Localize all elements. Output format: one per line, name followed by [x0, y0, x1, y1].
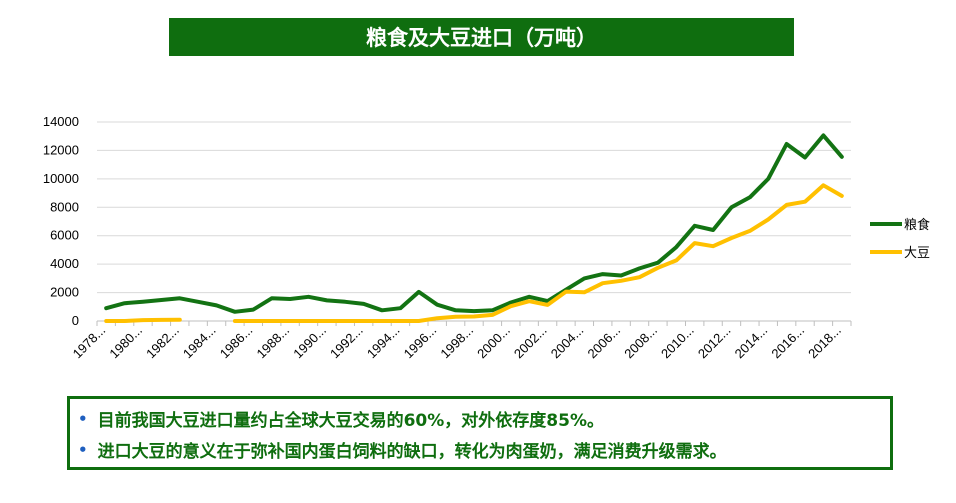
y-tick-label: 0	[72, 313, 79, 328]
series-line-粮食	[104, 133, 844, 314]
x-tick-label: 2016...	[768, 323, 807, 362]
x-tick-label: 1994...	[364, 323, 403, 362]
x-tick-label: 1984...	[180, 323, 219, 362]
y-tick-label: 4000	[50, 256, 79, 271]
x-tick-label: 1986...	[217, 323, 256, 362]
x-tick-label: 1992...	[327, 323, 366, 362]
y-tick-label: 12000	[43, 142, 79, 157]
bullet-icon: •	[78, 440, 88, 459]
y-tick-label: 6000	[50, 228, 79, 243]
x-tick-label: 1978...	[70, 323, 109, 362]
x-tick-label: 2000...	[474, 323, 513, 362]
x-tick-label: 2012...	[695, 323, 734, 362]
y-tick-label: 10000	[43, 171, 79, 186]
x-tick-label: 1982...	[143, 323, 182, 362]
series-line-大豆	[104, 183, 844, 323]
x-tick-label: 2006...	[585, 323, 624, 362]
note-text: 进口大豆的意义在于弥补国内蛋白饲料的缺口，转化为肉蛋奶，满足消费升级需求。	[97, 442, 727, 462]
x-tick-label: 1998...	[437, 323, 476, 362]
x-tick-label: 2014...	[732, 323, 771, 362]
x-tick-label: 2010...	[658, 323, 697, 362]
x-tick-label: 1996...	[401, 323, 440, 362]
y-tick-label: 8000	[50, 199, 79, 214]
legend-label: 粮食	[904, 217, 930, 233]
x-tick-label: 1980...	[106, 323, 145, 362]
x-tick-label: 1990...	[290, 323, 329, 362]
note-item: • 进口大豆的意义在于弥补国内蛋白饲料的缺口，转化为肉蛋奶，满足消费升级需求。	[78, 434, 882, 465]
import-line-chart: 0 2000 4000 6000 8000 10000 12000 14000 1978...…	[43, 114, 930, 362]
y-tick-label: 14000	[43, 114, 79, 129]
x-tick-label: 2002...	[511, 323, 550, 362]
y-tick-label: 2000	[50, 285, 79, 300]
x-tick-label: 1988...	[253, 323, 292, 362]
note-item: • 目前我国大豆进口量约占全球大豆交易的60%，对外依存度85%。	[78, 403, 882, 434]
legend-label: 大豆	[904, 246, 930, 261]
x-tick-label: 2004...	[548, 323, 587, 362]
x-tick-label: 2018...	[805, 323, 844, 362]
x-tick-label: 2008...	[621, 323, 660, 362]
note-text: 目前我国大豆进口量约占全球大豆交易的60%，对外依存度85%。	[97, 411, 604, 431]
notes-box: • 目前我国大豆进口量约占全球大豆交易的60%，对外依存度85%。 • 进口大豆…	[67, 396, 893, 470]
page-title: 粮食及大豆进口（万吨）	[169, 18, 794, 56]
bullet-icon: •	[78, 409, 88, 428]
